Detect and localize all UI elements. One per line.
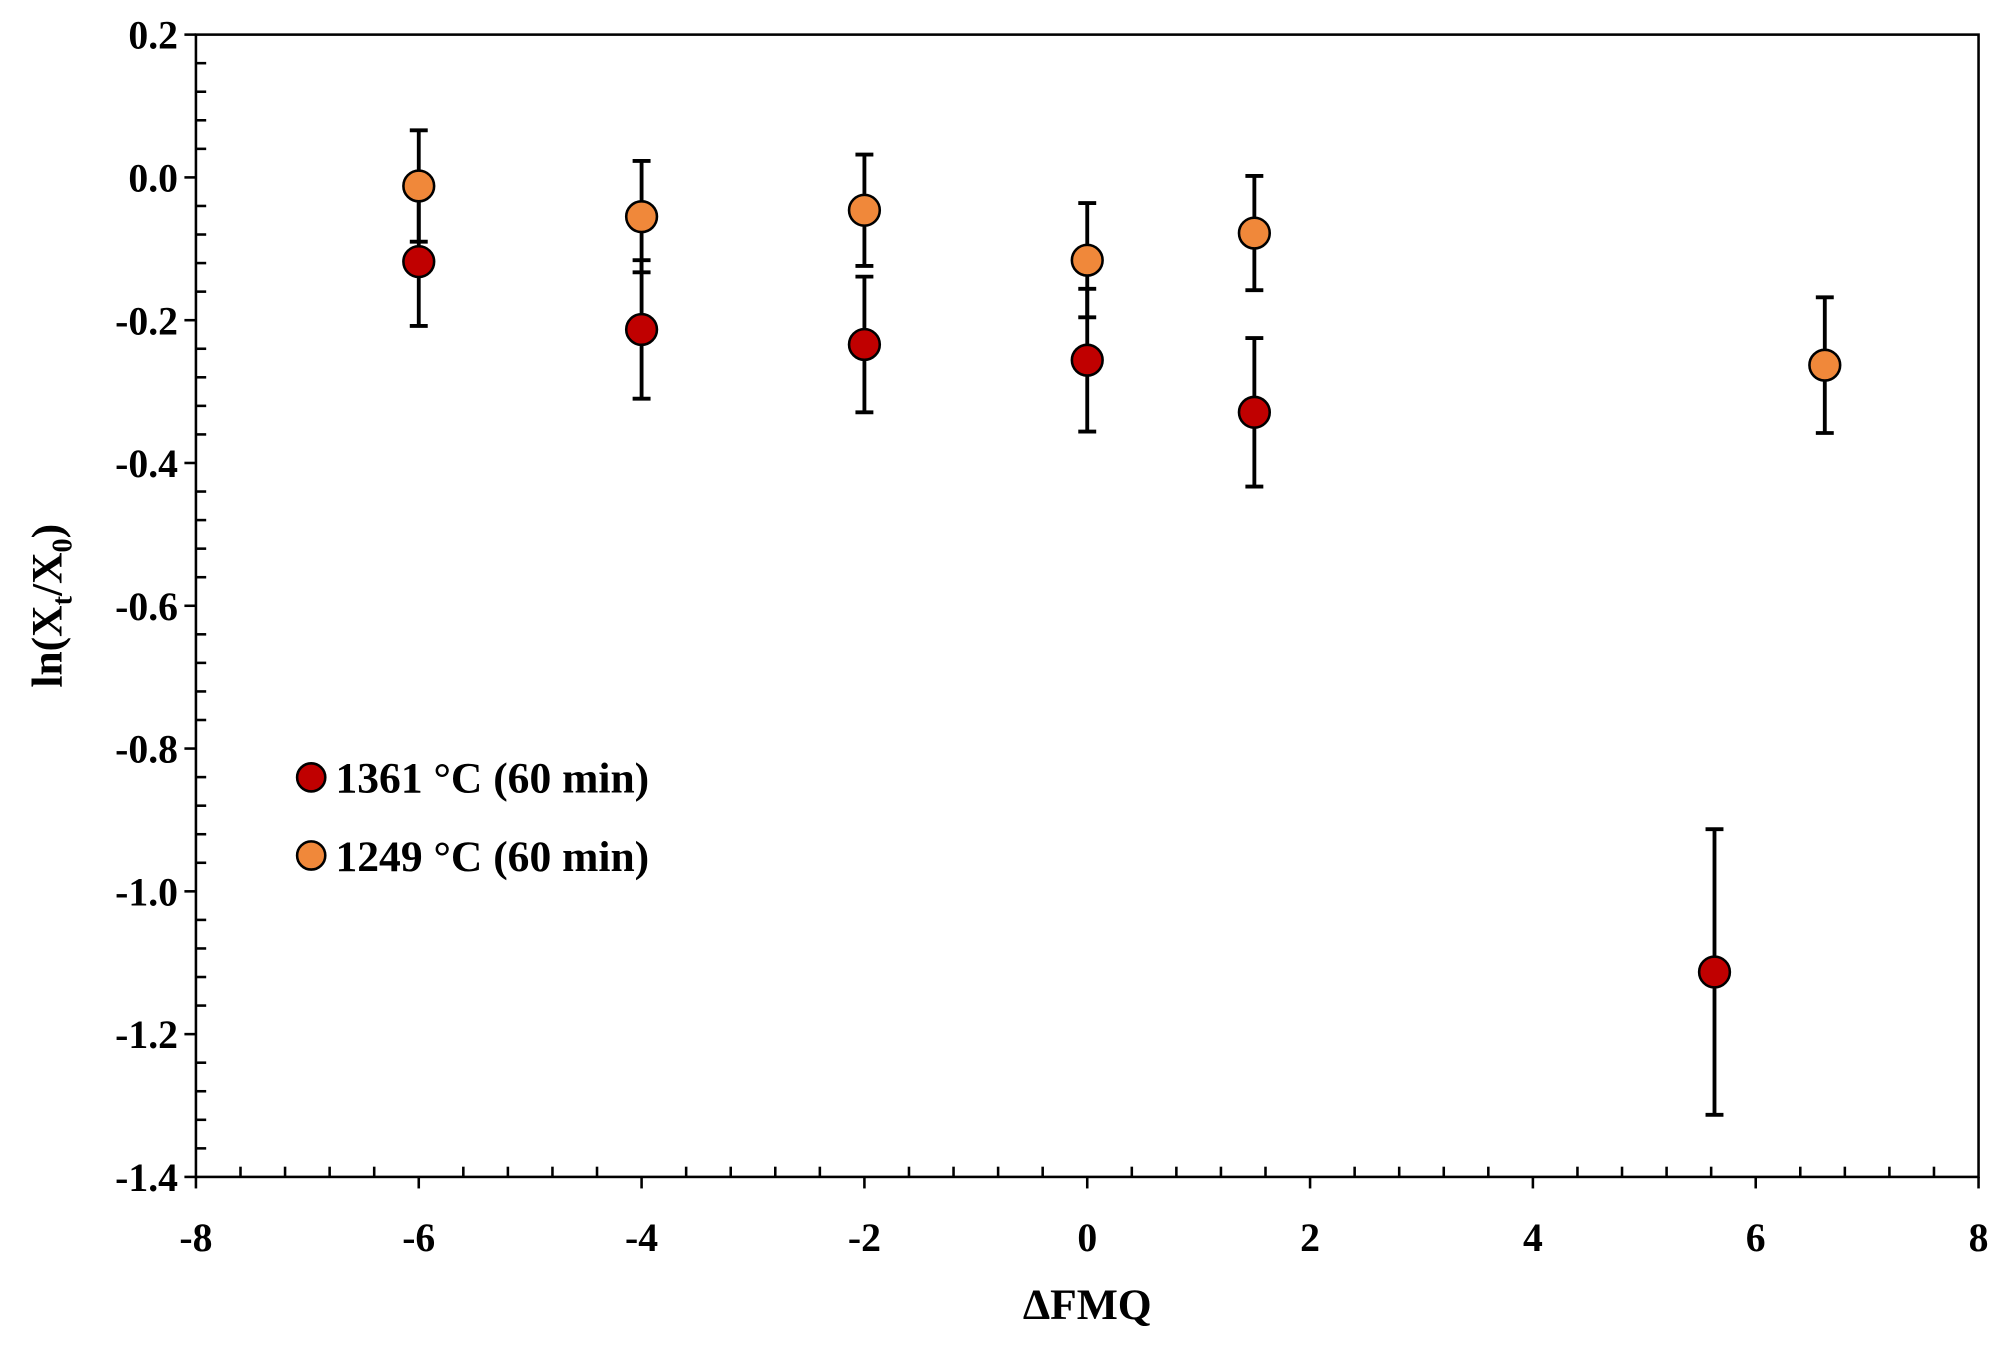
x-tick-label: -8 — [179, 1216, 212, 1260]
y-tick-label: -1.0 — [115, 870, 178, 914]
x-tick-label: -6 — [402, 1216, 435, 1260]
data-point — [1070, 243, 1104, 277]
y-tick-label: -0.8 — [115, 728, 178, 772]
series-0 — [402, 195, 1732, 1117]
x-tick-label: 6 — [1746, 1216, 1766, 1260]
x-tick-label: 0 — [1077, 1216, 1097, 1260]
series-1 — [402, 128, 1842, 435]
data-point — [847, 193, 882, 227]
axes — [184, 33, 1980, 1189]
data-point — [1237, 395, 1272, 429]
x-tick-label: -2 — [848, 1216, 881, 1260]
data-point — [1070, 343, 1104, 377]
x-tick-label: 8 — [1969, 1216, 1989, 1260]
y-tick-label: -0.6 — [115, 585, 178, 629]
legend-label-1361: 1361 °C (60 min) — [336, 755, 650, 803]
y-tick-label: -1.2 — [115, 1013, 178, 1057]
x-axis-label: ΔFMQ — [1023, 1281, 1152, 1329]
legend-label-1249: 1249 °C (60 min) — [336, 833, 650, 881]
data-point — [624, 312, 659, 347]
y-tick-label: -0.4 — [115, 442, 178, 486]
y-tick-label: 0.0 — [128, 156, 178, 200]
legend: 1361 °C (60 min) 1249 °C (60 min) — [295, 755, 650, 881]
y-axis-label: ln(Xt/X0) — [23, 524, 78, 688]
data-point — [1697, 955, 1732, 989]
data-point — [847, 327, 882, 362]
data-point — [1808, 348, 1842, 382]
tick-labels: 0.2 0.0 -0.2 -0.4 -0.6 -0.8 -1.0 -1.2 -1.4-8 -6 -4… — [115, 14, 1988, 1260]
legend-marker-1249 — [295, 840, 327, 871]
y-tick-label: -1.4 — [115, 1156, 178, 1200]
data-point — [1237, 216, 1272, 250]
data-points — [402, 128, 1842, 1117]
data-point — [402, 169, 436, 203]
x-tick-label: -4 — [625, 1216, 658, 1260]
x-tick-label: 2 — [1300, 1216, 1320, 1260]
data-point — [402, 245, 436, 279]
y-tick-label: -0.2 — [115, 299, 178, 343]
legend-marker-1361 — [295, 762, 327, 793]
x-tick-label: 4 — [1523, 1216, 1543, 1260]
y-tick-label: 0.2 — [128, 14, 178, 58]
data-point — [624, 200, 659, 234]
